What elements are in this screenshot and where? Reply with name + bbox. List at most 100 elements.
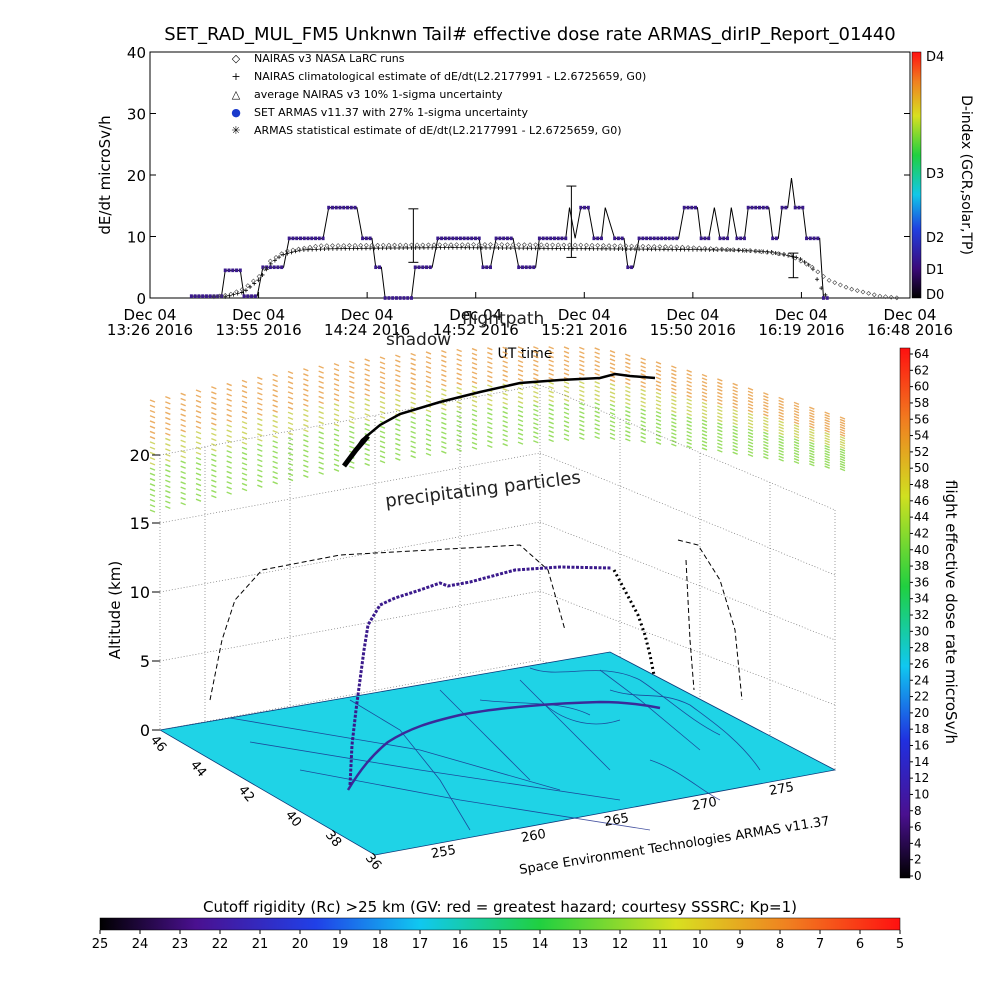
armas-statistical-point — [285, 251, 290, 256]
particle-mark — [594, 347, 600, 351]
nairas-point — [386, 242, 392, 248]
particle-mark — [333, 388, 340, 392]
particle-mark — [180, 470, 186, 475]
particle-mark — [165, 416, 171, 421]
particle-mark — [333, 443, 340, 447]
armas-statistical-point — [243, 288, 248, 293]
particle-mark — [487, 430, 493, 435]
particle-mark — [379, 440, 386, 444]
particle-mark — [257, 376, 263, 380]
particle-mark — [410, 425, 416, 430]
cutoff-rigidity-tick-label: 12 — [612, 937, 629, 952]
nairas-point — [369, 242, 375, 248]
particle-mark — [257, 386, 263, 391]
particle-mark — [395, 432, 401, 437]
armas-point — [528, 265, 532, 270]
armas-point — [317, 236, 321, 241]
particle-mark — [671, 435, 677, 440]
particle-mark — [625, 397, 631, 402]
particle-mark — [793, 407, 800, 411]
flight-descent-altitude — [612, 569, 656, 676]
particle-mark — [839, 465, 846, 469]
particle-mark — [441, 445, 447, 450]
particle-mark — [793, 412, 800, 417]
particle-mark — [456, 391, 462, 395]
armas-point — [391, 296, 395, 300]
particle-mark — [257, 438, 263, 442]
annotation-flightpath: flightpath — [462, 309, 544, 329]
nairas-point — [578, 242, 584, 248]
armas-point — [462, 236, 466, 241]
dose-rate-tick-label: 60 — [914, 380, 929, 394]
particle-mark — [287, 391, 294, 395]
armas-statistical-point — [397, 245, 402, 250]
particle-mark — [809, 438, 815, 443]
particle-mark — [395, 383, 401, 388]
particle-mark — [303, 368, 309, 372]
armas-point — [742, 236, 746, 241]
nairas-point — [770, 250, 776, 256]
particle-mark — [655, 380, 662, 384]
particle-mark — [195, 430, 202, 435]
dose-rate-tick-label: 58 — [914, 396, 929, 410]
particle-mark — [732, 435, 738, 439]
particle-mark — [211, 453, 217, 457]
particle-mark — [257, 448, 263, 452]
armas-point — [771, 236, 775, 241]
particle-mark — [257, 392, 263, 396]
armas-point — [447, 236, 451, 241]
armas-point — [440, 236, 444, 241]
particle-mark — [686, 387, 692, 391]
armas-point — [238, 268, 242, 273]
particle-mark — [824, 447, 830, 451]
particle-mark — [257, 397, 263, 401]
particle-mark — [640, 404, 646, 408]
particle-mark — [287, 386, 294, 390]
dose-rate-tick-label: 26 — [914, 657, 929, 671]
particle-mark — [487, 416, 493, 421]
particle-mark — [333, 438, 340, 442]
particle-mark — [287, 477, 294, 482]
particle-mark — [241, 477, 248, 481]
particle-mark — [717, 401, 723, 406]
armas-statistical-point — [529, 246, 534, 251]
nairas-point — [352, 243, 358, 248]
particle-mark — [517, 418, 524, 423]
armas-statistical-point — [624, 247, 629, 252]
particle-mark — [272, 430, 278, 434]
nairas-point — [262, 266, 268, 272]
particle-mark — [165, 443, 171, 447]
armas-statistical-point — [815, 277, 820, 282]
particle-mark — [149, 456, 156, 461]
particle-mark — [747, 387, 754, 391]
particle-mark — [349, 440, 355, 444]
armas-point — [645, 236, 649, 241]
particle-mark — [717, 378, 723, 382]
nairas-point — [307, 244, 313, 250]
cutoff-rigidity-tick-label: 25 — [92, 937, 109, 952]
particle-mark — [609, 358, 616, 362]
armas-point — [295, 236, 299, 241]
particle-mark — [640, 380, 646, 385]
armas-point — [201, 294, 205, 298]
particle-mark — [640, 420, 646, 424]
particle-mark — [303, 383, 309, 387]
d-index-colorbar — [911, 51, 922, 299]
particle-mark — [241, 467, 248, 471]
particle-mark — [180, 486, 186, 490]
particle-mark — [395, 423, 401, 427]
particle-mark — [640, 439, 646, 444]
particle-mark — [594, 351, 600, 355]
particle-mark — [349, 420, 355, 424]
armas-point — [537, 236, 541, 241]
nairas-point — [211, 294, 217, 300]
particle-mark — [211, 437, 217, 442]
particle-mark — [533, 426, 539, 430]
particle-mark — [333, 398, 340, 402]
particle-mark — [655, 368, 662, 373]
nairas-point — [454, 242, 460, 248]
nairas-point — [267, 258, 273, 264]
particle-mark — [241, 420, 248, 425]
particle-mark — [793, 460, 800, 465]
particle-mark — [257, 484, 263, 488]
